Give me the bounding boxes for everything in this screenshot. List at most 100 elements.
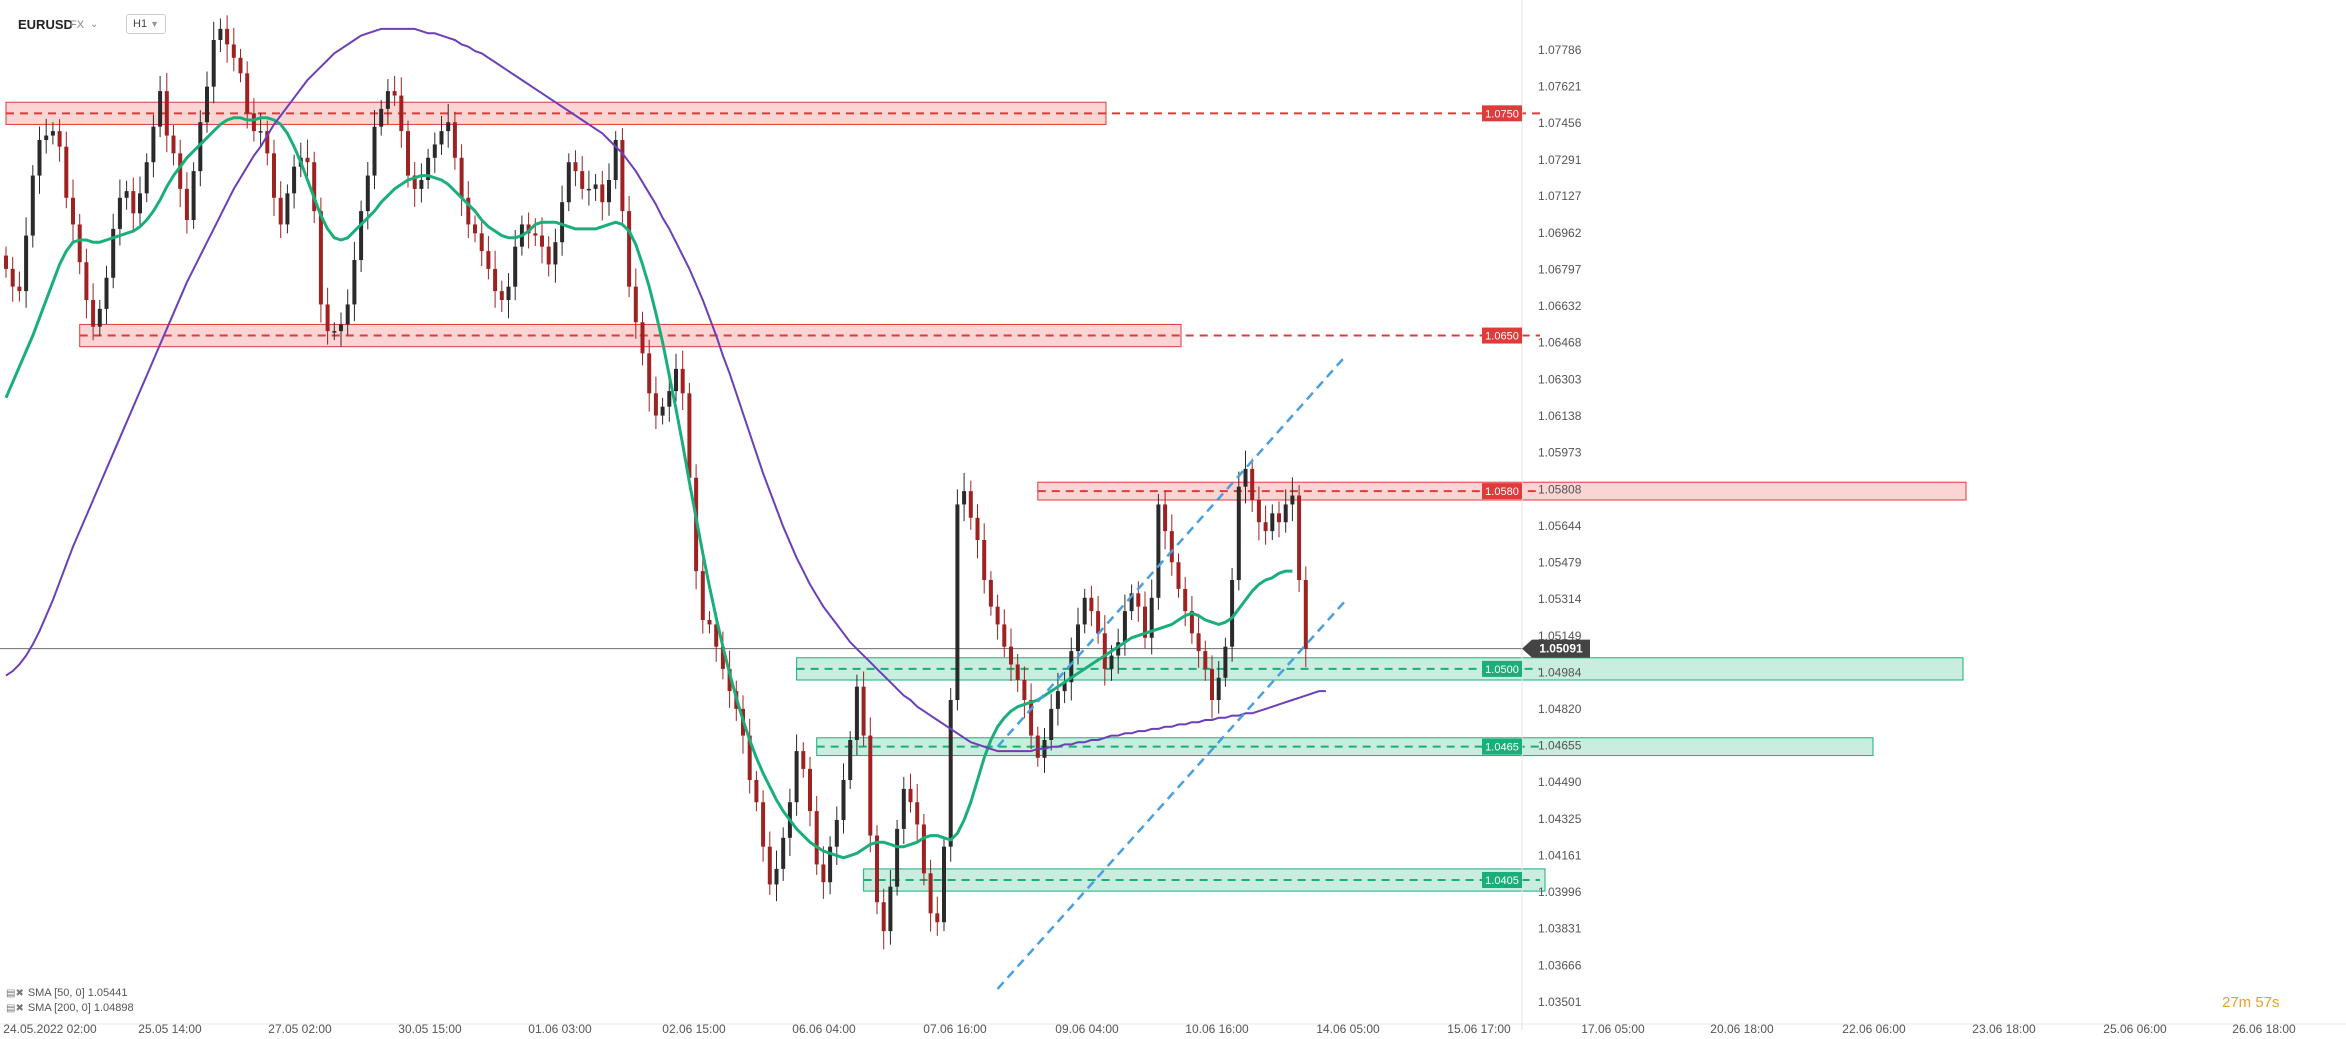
price-tick-label: 1.06468 (1538, 336, 1582, 350)
candle-body (1015, 664, 1020, 680)
candle-body (151, 126, 156, 163)
candle-body (1263, 522, 1268, 532)
time-tick-label: 07.06 16:00 (923, 1022, 987, 1036)
candle-body (1129, 593, 1134, 612)
candle-body (1176, 562, 1181, 589)
candle-body (1136, 593, 1141, 607)
candle-body (1082, 597, 1087, 625)
level-price-tag-text: 1.0465 (1485, 742, 1519, 754)
candle-body (144, 162, 149, 194)
candle-body (171, 135, 176, 154)
indicator-sma200[interactable]: ▤✖ SMA [200, 0] 1.04898 (6, 1001, 134, 1015)
time-tick-label: 25.05 14:00 (138, 1022, 202, 1036)
channel-upper-line (996, 354, 1347, 748)
symbol-label[interactable]: EURUSD (18, 17, 73, 32)
indicator-settings-icon[interactable]: ▤✖ (6, 1003, 24, 1014)
candle-body (868, 735, 873, 836)
candle-body (801, 751, 806, 769)
candle-body (238, 57, 243, 74)
time-tick-label: 30.05 15:00 (398, 1022, 462, 1036)
sma50-line (4, 116, 1293, 860)
candle-body (955, 504, 960, 700)
candle-body (794, 751, 799, 803)
candle-body (218, 28, 223, 40)
candle-body (318, 211, 323, 305)
candle-body (975, 517, 980, 540)
price-tick-label: 1.03831 (1538, 922, 1582, 936)
candle-body (158, 91, 163, 127)
candle-body (138, 193, 142, 214)
candle-body (995, 606, 1000, 625)
price-tick-label: 1.05479 (1538, 555, 1582, 569)
price-tick-label: 1.04325 (1538, 812, 1582, 826)
candle-body (747, 735, 752, 780)
candle-body (285, 193, 290, 225)
level-price-tag (1482, 872, 1522, 888)
candle-body (325, 304, 330, 332)
price-tick-label: 1.04655 (1538, 739, 1582, 753)
candle-body (674, 368, 678, 392)
candle-body (908, 788, 913, 803)
candle-body (1049, 708, 1054, 740)
candle-body (928, 873, 933, 914)
time-tick-label: 25.06 06:00 (2103, 1022, 2167, 1036)
candle-body (1089, 597, 1094, 612)
candle-body (1203, 651, 1208, 669)
candle-body (707, 620, 712, 625)
time-axis: 24.05.2022 02:00 25.05 14:00 27.05 02:00 30… (0, 1022, 2346, 1036)
price-tick-label: 1.05808 (1538, 482, 1582, 496)
level-price-tag-text: 1.0405 (1485, 875, 1519, 887)
price-tick-label: 1.07456 (1538, 116, 1582, 130)
channel-lower-line (996, 599, 1347, 990)
candle-body (1270, 513, 1275, 532)
price-tick-label: 1.06138 (1538, 409, 1582, 423)
indicator-settings-icon[interactable]: ▤✖ (6, 988, 24, 999)
candle-body (881, 902, 886, 932)
candle-body (854, 686, 859, 740)
price-tick-label: 1.03666 (1538, 958, 1582, 972)
candle-body (821, 864, 826, 883)
candle-body (493, 268, 498, 292)
candle-body (1109, 655, 1114, 669)
candle-body (533, 233, 538, 236)
level-price-tag (1482, 738, 1522, 755)
candle-body (727, 668, 732, 692)
price-tick-label: 1.06797 (1538, 263, 1582, 277)
candle-body (566, 162, 571, 203)
candle-body (714, 624, 719, 647)
candle-body (399, 95, 404, 132)
candle-body (921, 824, 926, 874)
candle-body (607, 180, 611, 203)
timeframe-select[interactable]: H1 ▼ (126, 14, 167, 34)
candle-body (1223, 646, 1228, 678)
candle-body (77, 224, 82, 263)
candle-body (1116, 642, 1121, 656)
candle-body (1009, 646, 1013, 665)
candle-body (580, 171, 585, 189)
symbol-chevron-down-icon[interactable]: ⌄ (90, 19, 99, 30)
time-tick-label: 22.06 06:00 (1842, 1022, 1906, 1036)
candle-body (473, 224, 477, 234)
candle-body (486, 251, 491, 269)
candle-body (680, 368, 685, 394)
indicator-sma50[interactable]: ▤✖ SMA [50, 0] 1.05441 (6, 986, 128, 1000)
candle-body (84, 262, 89, 300)
sma200-line (5, 27, 1326, 753)
candle-body (1163, 504, 1168, 532)
candle-body (379, 108, 384, 127)
time-tick-label: 20.06 18:00 (1710, 1022, 1774, 1036)
price-tick-label: 1.04161 (1538, 848, 1582, 862)
candle-body (1283, 504, 1288, 523)
chevron-down-icon: ▼ (150, 19, 160, 29)
candle-body (1149, 597, 1154, 638)
price-tick-label: 1.05314 (1538, 592, 1582, 606)
price-tick-label: 1.07127 (1538, 189, 1582, 203)
candle-body (91, 300, 96, 327)
candle-body (1022, 680, 1027, 700)
price-tick-label: 1.06962 (1538, 226, 1582, 240)
candle-body (419, 180, 424, 189)
level-price-tag-text: 1.0650 (1485, 331, 1519, 343)
price-tick-label: 1.04984 (1538, 665, 1582, 679)
price-axis: 1.07786 1.07621 1.07456 1.07291 1.07127 1.069… (1521, 0, 1582, 1030)
